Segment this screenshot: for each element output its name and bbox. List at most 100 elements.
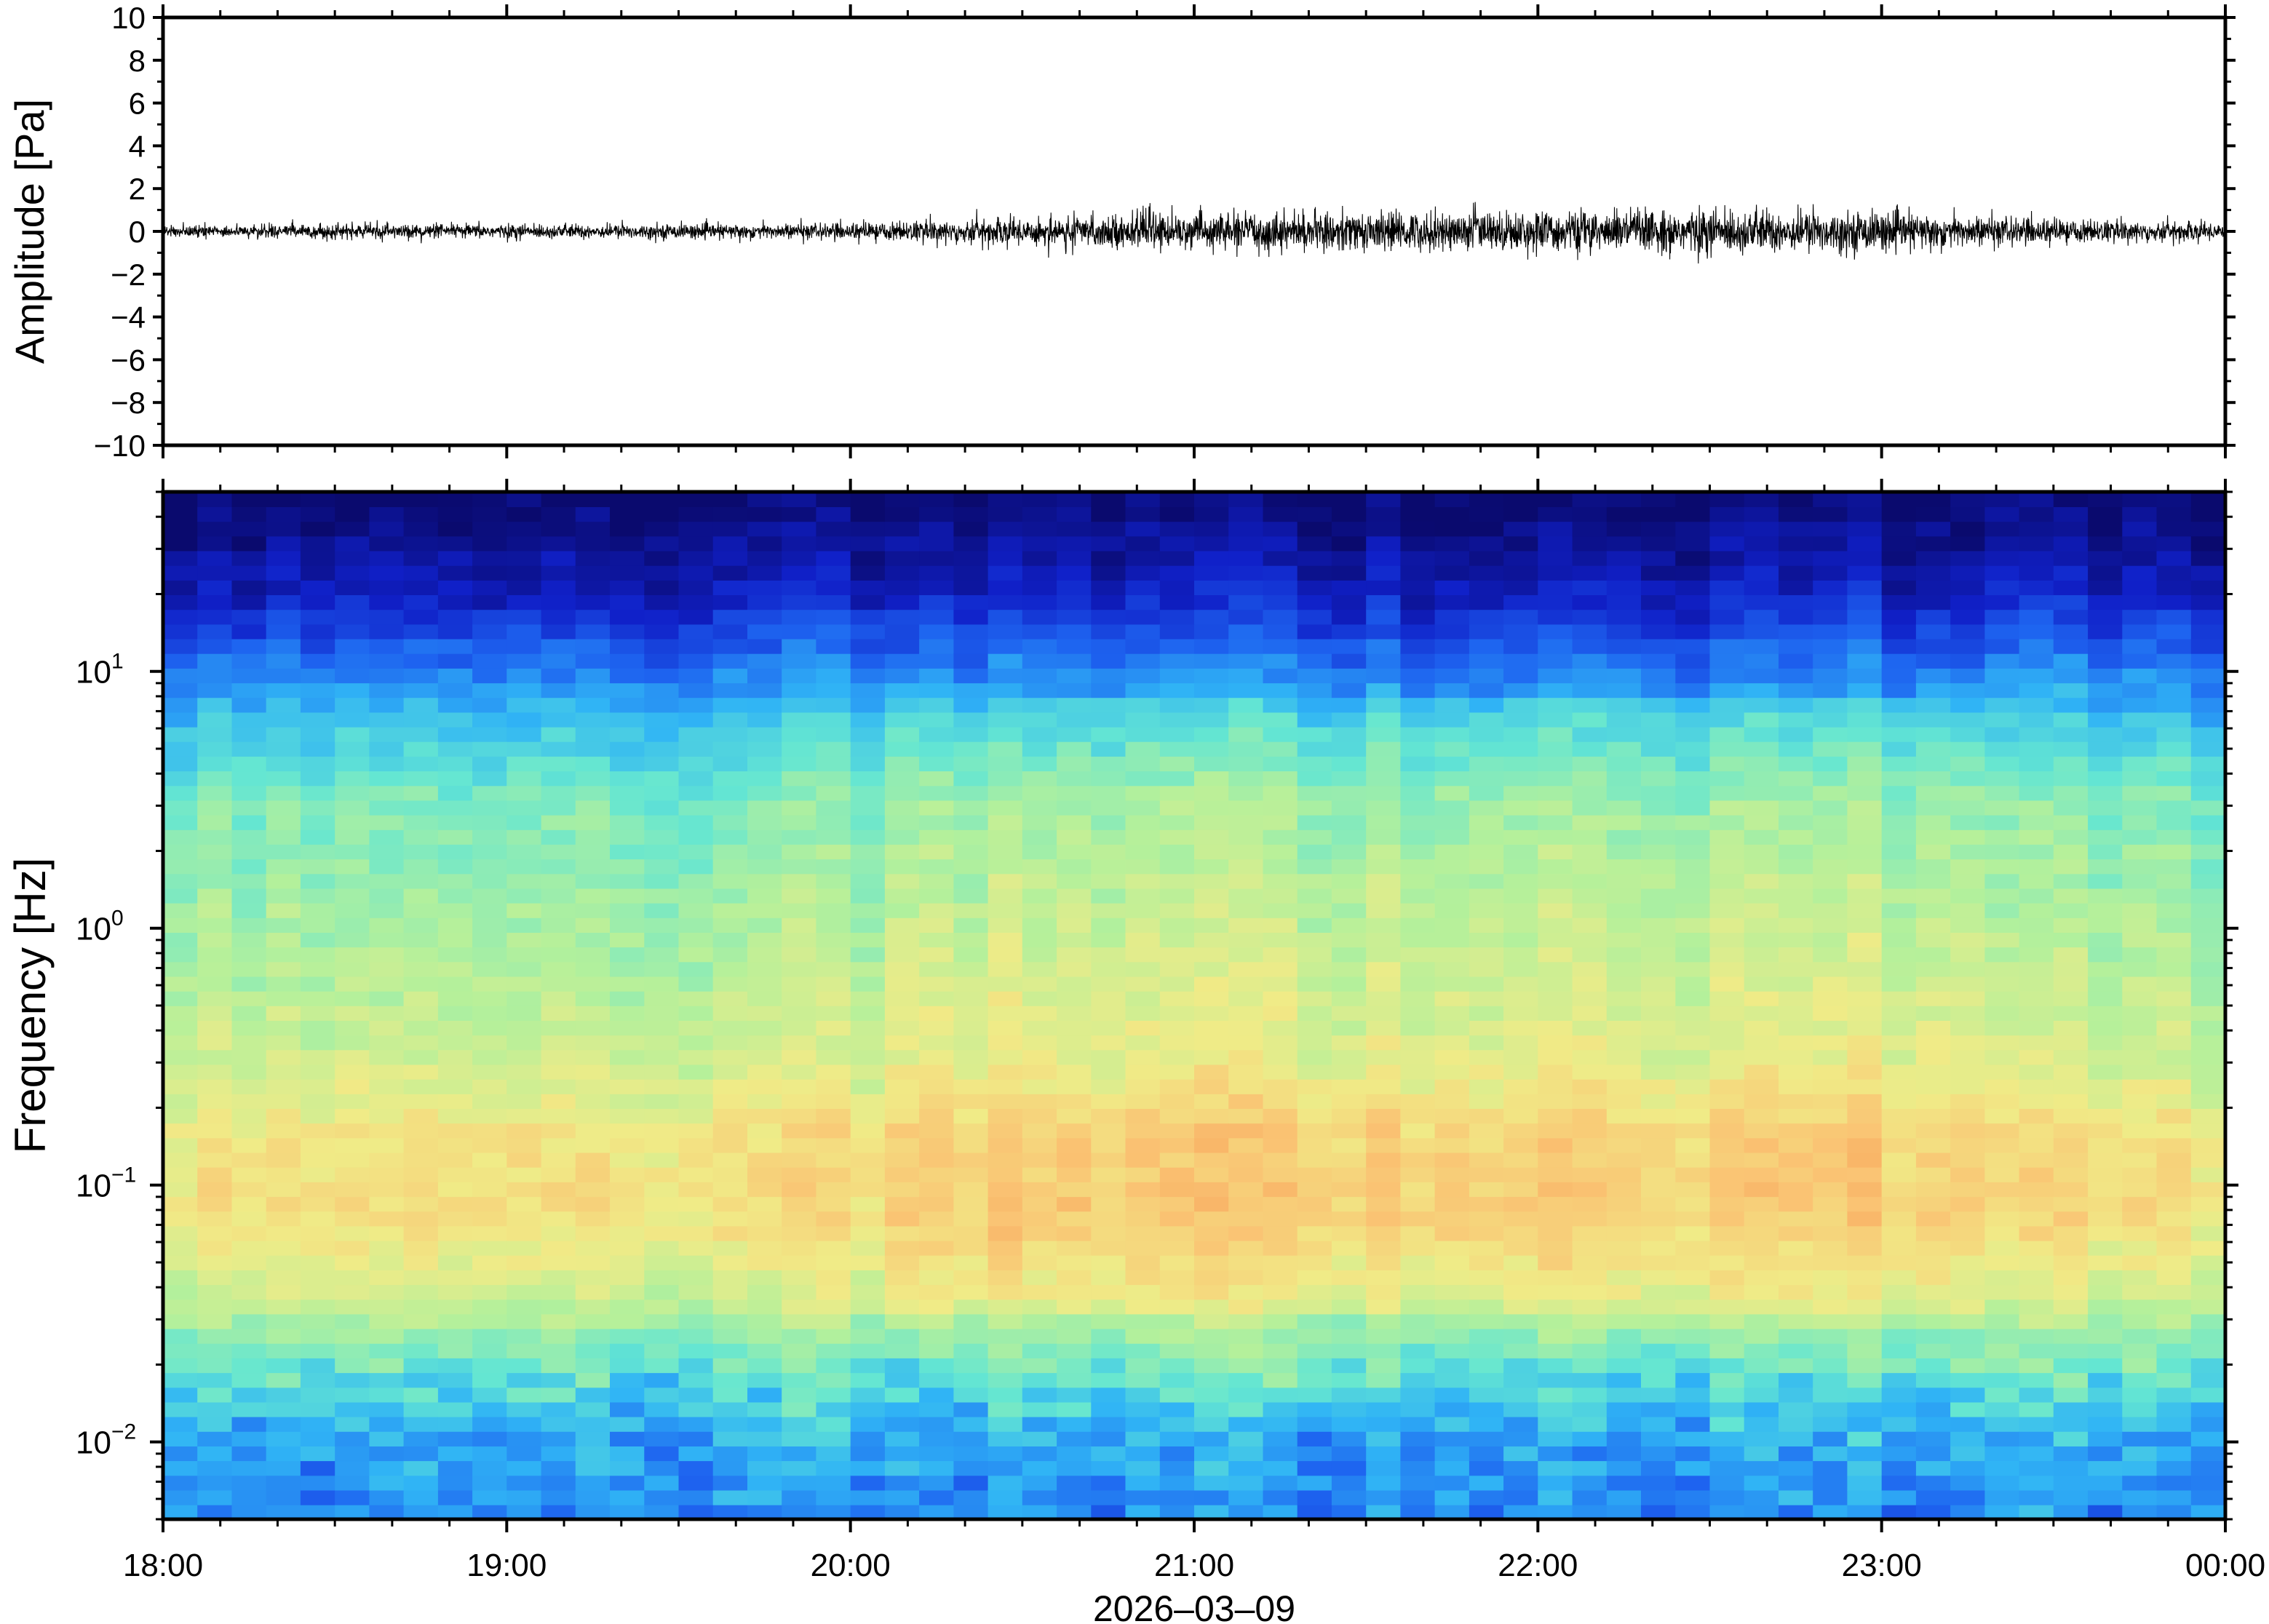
spectrogram-cell xyxy=(472,1166,508,1182)
spectrogram-cell xyxy=(1503,624,1539,640)
spectrogram-cell xyxy=(1984,932,2020,948)
spectrogram-cell xyxy=(1469,536,1504,552)
spectrogram-cell xyxy=(472,756,508,772)
spectrogram-cell xyxy=(231,1358,267,1374)
spectrogram-cell xyxy=(1159,859,1195,875)
spectrogram-cell xyxy=(1057,1225,1092,1241)
spectrogram-cell xyxy=(1263,1328,1298,1344)
spectrogram-cell xyxy=(575,506,611,522)
spectrogram-cell xyxy=(1709,506,1745,522)
spectrogram-cell xyxy=(1984,1328,2020,1344)
spectrogram-cell xyxy=(1606,829,1642,845)
spectrogram-cell xyxy=(919,594,955,610)
spectrogram-cell xyxy=(506,668,542,684)
spectrogram-cell xyxy=(610,1225,645,1241)
spectrogram-cell xyxy=(1331,947,1367,963)
spectrogram-cell xyxy=(1125,1094,1161,1109)
spectrogram-cell xyxy=(1606,741,1642,757)
spectrogram-cell xyxy=(1744,1182,1779,1198)
spectrogram-cell xyxy=(1434,902,1470,918)
spectrogram-cell xyxy=(816,682,851,698)
spectrogram-cell xyxy=(300,1123,335,1139)
spectrogram-cell xyxy=(1847,932,1883,948)
spectrogram-cell xyxy=(231,726,267,742)
spectrogram-cell xyxy=(1709,1020,1745,1036)
spectrogram-cell xyxy=(472,800,508,816)
spectrogram-cell xyxy=(1606,859,1642,875)
spectrogram-cell xyxy=(1194,1313,1229,1329)
spectrogram-cell xyxy=(1709,844,1745,860)
spectrogram-cell xyxy=(2019,1078,2054,1094)
spectrogram-cell xyxy=(1779,1094,1813,1109)
spectrogram-cell xyxy=(2019,1489,2054,1505)
spectrogram-cell xyxy=(1263,1342,1298,1358)
spectrogram-cell xyxy=(2122,1460,2158,1476)
spectrogram-cell xyxy=(644,550,680,566)
spectrogram-cell xyxy=(2190,1358,2225,1374)
spectrogram-cell xyxy=(2156,1049,2192,1065)
spectrogram-cell xyxy=(644,1020,680,1036)
spectrogram-cell xyxy=(884,536,920,552)
spectrogram-cell xyxy=(1263,1049,1298,1065)
spectrogram-cell xyxy=(678,800,714,816)
spectrogram-cell xyxy=(403,1064,439,1080)
spectrogram-cell xyxy=(335,1313,370,1329)
spectrogram-cell xyxy=(403,1299,439,1315)
spectrogram-cell xyxy=(988,1299,1023,1315)
spectrogram-cell xyxy=(231,1225,267,1241)
spectrogram-cell xyxy=(1813,1401,1848,1417)
spectrogram-cell xyxy=(1503,653,1539,669)
spectrogram-cell xyxy=(678,1211,714,1227)
spectrogram-cell xyxy=(919,1123,955,1139)
spectrogram-cell xyxy=(1675,1328,1711,1344)
spectrogram-cell xyxy=(782,1240,817,1256)
spectrogram-cell xyxy=(506,638,542,654)
spectrogram-cell xyxy=(335,1475,370,1491)
spectrogram-cell xyxy=(884,771,920,787)
spectrogram-cell xyxy=(712,1137,748,1153)
spectrogram-cell xyxy=(300,1460,335,1476)
spectrogram-cell xyxy=(1779,1270,1813,1286)
spectrogram-cell xyxy=(1400,1372,1436,1388)
spectrogram-cell xyxy=(1641,1446,1676,1462)
spectrogram-cell xyxy=(1538,653,1573,669)
spectrogram-cell xyxy=(1057,888,1092,904)
spectrogram-cell xyxy=(335,1078,370,1094)
spectrogram-cell xyxy=(1813,668,1848,684)
spectrogram-cell xyxy=(1538,1108,1573,1124)
spectrogram-cell xyxy=(2190,506,2225,522)
spectrogram-cell xyxy=(335,829,370,845)
spectrogram-cell xyxy=(1469,771,1504,787)
spectrogram-cell xyxy=(816,918,851,933)
spectrogram-cell xyxy=(2122,947,2158,963)
spectrogram-cell xyxy=(884,565,920,581)
spectrogram-cell xyxy=(1091,726,1126,742)
spectrogram-cell xyxy=(1538,1035,1573,1051)
spectrogram-cell xyxy=(2156,506,2192,522)
spectrogram-cell xyxy=(1400,594,1436,610)
spectrogram-cell xyxy=(1779,726,1813,742)
spectrogram-cell xyxy=(1125,1064,1161,1080)
spectrogram-cell xyxy=(1228,976,1264,992)
spectrogram-cell xyxy=(266,1152,301,1168)
spectrogram-cell xyxy=(2053,1328,2089,1344)
spectrogram-cell xyxy=(1779,565,1813,581)
spectrogram-cell xyxy=(988,697,1023,713)
spectrogram-cell xyxy=(2019,1446,2054,1462)
spectrogram-cell xyxy=(300,976,335,992)
spectrogram-cell xyxy=(335,961,370,977)
spectrogram-cell xyxy=(437,550,473,566)
spectrogram-cell xyxy=(1125,1225,1161,1241)
spectrogram-cell xyxy=(163,1064,198,1080)
spectrogram-cell xyxy=(678,580,714,595)
spectrogram-cell xyxy=(1641,888,1676,904)
spectrogram-cell xyxy=(1400,536,1436,552)
spectrogram-cell xyxy=(2053,1006,2089,1021)
spectrogram-cell xyxy=(1331,1460,1367,1476)
spectrogram-cell xyxy=(1984,668,2020,684)
spectrogram-cell xyxy=(2122,814,2158,830)
spectrogram-cell xyxy=(712,844,748,860)
spectrogram-cell xyxy=(678,918,714,933)
spectrogram-cell xyxy=(163,1270,198,1286)
spectrogram-cell xyxy=(1297,1342,1332,1358)
